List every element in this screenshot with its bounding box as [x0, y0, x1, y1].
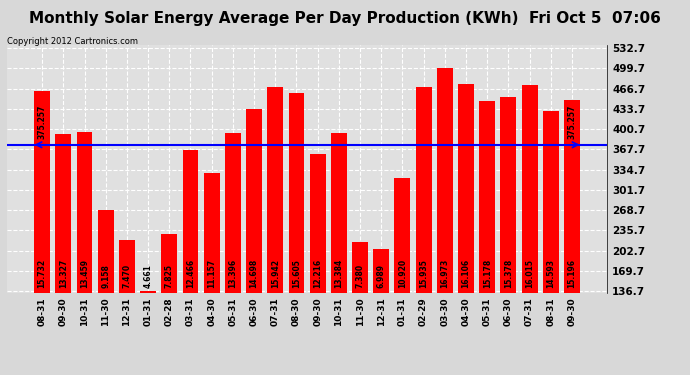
Bar — [500, 97, 516, 375]
Text: 15.935: 15.935 — [419, 260, 428, 288]
Bar — [437, 68, 453, 375]
Text: 16.973: 16.973 — [440, 259, 449, 288]
Bar — [225, 133, 241, 375]
Bar — [415, 87, 431, 375]
Text: 11.157: 11.157 — [207, 259, 216, 288]
Bar — [522, 86, 538, 375]
Bar — [331, 133, 347, 375]
Bar — [119, 240, 135, 375]
Bar — [310, 154, 326, 375]
Text: 15.178: 15.178 — [483, 259, 492, 288]
Bar — [352, 242, 368, 375]
Text: 13.384: 13.384 — [335, 259, 344, 288]
Bar — [140, 291, 156, 375]
Text: 12.216: 12.216 — [313, 259, 322, 288]
Text: 16.106: 16.106 — [462, 259, 471, 288]
Text: 14.698: 14.698 — [250, 259, 259, 288]
Text: 6.989: 6.989 — [377, 264, 386, 288]
Text: Monthly Solar Energy Average Per Day Production (KWh)  Fri Oct 5  07:06: Monthly Solar Energy Average Per Day Pro… — [29, 11, 661, 26]
Text: 9.158: 9.158 — [101, 264, 110, 288]
Bar — [564, 100, 580, 375]
Text: 4.661: 4.661 — [144, 264, 152, 288]
Text: 7.825: 7.825 — [165, 264, 174, 288]
Text: 16.015: 16.015 — [525, 259, 534, 288]
Bar — [246, 109, 262, 375]
Text: 7.470: 7.470 — [122, 264, 131, 288]
Bar — [183, 150, 199, 375]
Text: 13.459: 13.459 — [80, 259, 89, 288]
Bar — [458, 84, 474, 375]
Text: 15.605: 15.605 — [292, 260, 301, 288]
Bar — [373, 249, 389, 375]
Text: 15.196: 15.196 — [567, 259, 576, 288]
Text: 14.593: 14.593 — [546, 259, 555, 288]
Bar — [543, 111, 559, 375]
Text: 10.920: 10.920 — [398, 259, 407, 288]
Text: 15.378: 15.378 — [504, 259, 513, 288]
Bar — [55, 134, 71, 375]
Bar — [288, 93, 304, 375]
Text: 375.257: 375.257 — [38, 104, 47, 139]
Text: 7.380: 7.380 — [355, 264, 364, 288]
Text: 375.257: 375.257 — [567, 104, 576, 139]
Bar — [204, 173, 219, 375]
Text: Copyright 2012 Cartronics.com: Copyright 2012 Cartronics.com — [7, 38, 138, 46]
Bar — [161, 234, 177, 375]
Bar — [77, 132, 92, 375]
Text: 13.396: 13.396 — [228, 259, 237, 288]
Bar — [395, 178, 411, 375]
Bar — [267, 87, 283, 375]
Bar — [480, 100, 495, 375]
Text: 15.942: 15.942 — [270, 259, 279, 288]
Text: 12.466: 12.466 — [186, 259, 195, 288]
Bar — [98, 210, 114, 375]
Text: 15.732: 15.732 — [38, 259, 47, 288]
Text: 13.327: 13.327 — [59, 259, 68, 288]
Bar — [34, 91, 50, 375]
